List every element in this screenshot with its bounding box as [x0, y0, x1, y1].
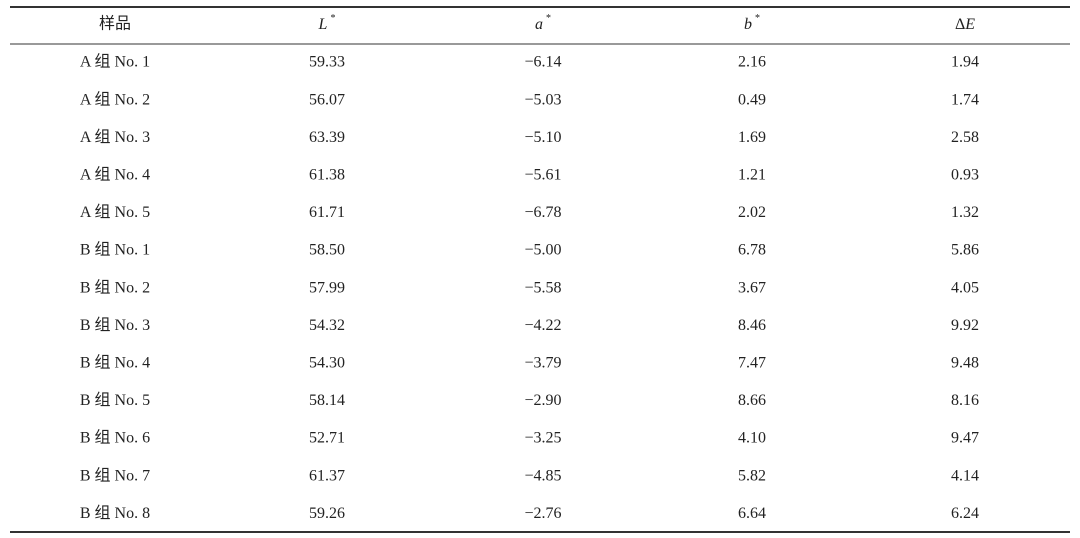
sample-name: A 组 No. 5 [80, 203, 150, 221]
cell-value: 7.47 [738, 354, 766, 371]
cell-value: 9.92 [951, 317, 979, 334]
header-cell: 样品 [99, 15, 131, 33]
cell-value: −4.85 [524, 467, 561, 484]
cell-value: −6.14 [524, 54, 561, 71]
sample-name: A 组 No. 3 [80, 128, 150, 146]
cell-value: −4.22 [524, 317, 561, 334]
sample-name: B 组 No. 5 [80, 391, 150, 409]
cell-value: −3.79 [524, 354, 561, 371]
sample-name: B 组 No. 4 [80, 353, 150, 371]
header-symbol: E [964, 16, 975, 33]
cell-value: 59.26 [309, 505, 345, 522]
cell-value: −5.61 [524, 166, 561, 183]
header-prefix: Δ [955, 16, 965, 33]
cell-value: 8.66 [738, 392, 766, 409]
header-cell: L * [318, 13, 336, 32]
header-cell: b * [744, 13, 760, 32]
cell-value: 54.32 [309, 317, 345, 334]
cell-value: 3.67 [738, 279, 766, 296]
cell-value: 63.39 [309, 129, 345, 146]
cell-value: −5.58 [524, 279, 561, 296]
sample-name: B 组 No. 6 [80, 429, 150, 447]
cell-value: 61.38 [309, 166, 345, 183]
header-superscript: * [330, 13, 335, 24]
cell-value: 8.16 [951, 392, 979, 409]
sample-name: A 组 No. 4 [80, 165, 150, 183]
cell-value: 52.71 [309, 430, 345, 447]
cell-value: 6.24 [951, 505, 979, 522]
cell-value: 0.49 [738, 91, 766, 108]
sample-name: B 组 No. 3 [80, 316, 150, 334]
cell-value: 59.33 [309, 54, 345, 71]
header-symbol: b [744, 16, 752, 33]
header-cell: a * [535, 13, 551, 32]
cell-value: 1.32 [951, 204, 979, 221]
cell-value: −3.25 [524, 430, 561, 447]
cell-value: 5.86 [951, 242, 979, 259]
header-superscript: * [755, 13, 760, 24]
sample-name: A 组 No. 2 [80, 90, 150, 108]
cell-value: 58.50 [309, 242, 345, 259]
sample-name: B 组 No. 8 [80, 504, 150, 522]
header-symbol: L [318, 16, 328, 33]
cell-value: 2.16 [738, 54, 766, 71]
cell-value: 56.07 [309, 91, 345, 108]
cell-value: −5.00 [524, 242, 561, 259]
cell-value: −6.78 [524, 204, 561, 221]
sample-name: A 组 No. 1 [80, 53, 150, 71]
cell-value: 4.05 [951, 279, 979, 296]
cell-value: 6.64 [738, 505, 766, 522]
cell-value: 4.10 [738, 430, 766, 447]
cell-value: −5.03 [524, 91, 561, 108]
cell-value: 9.47 [951, 430, 979, 447]
cell-value: −2.76 [524, 505, 561, 522]
sample-name: B 组 No. 7 [80, 466, 150, 484]
cell-value: 54.30 [309, 354, 345, 371]
cell-value: 0.93 [951, 166, 979, 183]
cell-value: 58.14 [309, 392, 345, 409]
cell-value: 61.37 [309, 467, 345, 484]
cell-value: 1.74 [951, 91, 979, 108]
cell-value: 4.14 [951, 467, 979, 484]
cell-value: 1.21 [738, 166, 766, 183]
cell-value: 8.46 [738, 317, 766, 334]
cell-value: 61.71 [309, 204, 345, 221]
cell-value: 5.82 [738, 467, 766, 484]
cell-value: −2.90 [524, 392, 561, 409]
cell-value: 6.78 [738, 242, 766, 259]
sample-name: B 组 No. 1 [80, 241, 150, 259]
cell-value: 1.94 [951, 54, 979, 71]
header-symbol: a [535, 16, 543, 33]
cell-value: 1.69 [738, 129, 766, 146]
sample-name: B 组 No. 2 [80, 278, 150, 296]
cell-value: 57.99 [309, 279, 345, 296]
cell-value: 9.48 [951, 354, 979, 371]
header-cell: ΔE [955, 16, 975, 33]
cell-value: 2.58 [951, 129, 979, 146]
header-superscript: * [546, 13, 551, 24]
cell-value: 2.02 [738, 204, 766, 221]
cell-value: −5.10 [524, 129, 561, 146]
